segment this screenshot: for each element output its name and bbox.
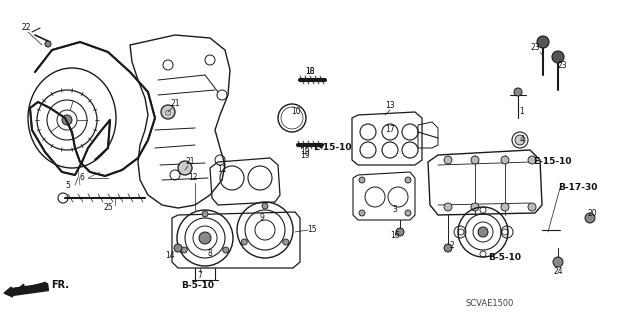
Text: 12: 12 (188, 174, 198, 182)
Text: 10: 10 (291, 108, 301, 116)
Circle shape (161, 105, 175, 119)
Text: 21: 21 (185, 158, 195, 167)
Text: SCVAE1500: SCVAE1500 (466, 299, 514, 308)
Text: 8: 8 (207, 249, 212, 257)
Circle shape (478, 227, 488, 237)
Text: 7: 7 (198, 271, 202, 279)
Text: ⬡: ⬡ (165, 109, 171, 115)
Circle shape (501, 203, 509, 211)
Text: 18: 18 (305, 68, 315, 77)
Circle shape (202, 211, 208, 217)
Circle shape (405, 177, 411, 183)
Circle shape (199, 232, 211, 244)
Text: 16: 16 (390, 232, 400, 241)
Circle shape (552, 51, 564, 63)
Circle shape (262, 203, 268, 209)
Text: E-15-10: E-15-10 (532, 158, 572, 167)
Text: 4: 4 (520, 136, 524, 145)
Text: 23: 23 (557, 61, 567, 70)
Circle shape (283, 239, 289, 245)
Text: 15: 15 (307, 226, 317, 234)
Text: 23: 23 (530, 43, 540, 53)
Circle shape (396, 228, 404, 236)
Circle shape (241, 239, 247, 245)
Text: 2: 2 (450, 241, 454, 249)
Circle shape (359, 210, 365, 216)
Circle shape (359, 177, 365, 183)
Circle shape (553, 257, 563, 267)
Text: B-17-30: B-17-30 (558, 183, 598, 192)
Text: 19: 19 (300, 147, 310, 157)
Circle shape (471, 156, 479, 164)
FancyArrow shape (4, 284, 49, 297)
Circle shape (515, 135, 525, 145)
Circle shape (528, 203, 536, 211)
Text: 18: 18 (305, 68, 315, 77)
Circle shape (514, 88, 522, 96)
Text: 17: 17 (385, 125, 395, 135)
Text: B-5-10: B-5-10 (182, 280, 214, 290)
Circle shape (444, 156, 452, 164)
Text: 14: 14 (165, 250, 175, 259)
Circle shape (223, 247, 228, 253)
Circle shape (174, 244, 182, 252)
Circle shape (45, 41, 51, 47)
Circle shape (501, 156, 509, 164)
Text: 9: 9 (260, 213, 264, 222)
Text: B-5-10: B-5-10 (488, 254, 522, 263)
Text: 11: 11 (217, 166, 227, 174)
Text: 13: 13 (385, 100, 395, 109)
Circle shape (405, 210, 411, 216)
Text: 1: 1 (520, 108, 524, 116)
Text: 5: 5 (65, 181, 70, 189)
Circle shape (528, 156, 536, 164)
Circle shape (444, 244, 452, 252)
Text: 3: 3 (392, 205, 397, 214)
Circle shape (585, 213, 595, 223)
Text: 22: 22 (21, 24, 31, 33)
Text: 25: 25 (103, 204, 113, 212)
Circle shape (444, 203, 452, 211)
Text: FR.: FR. (51, 280, 69, 290)
Text: 24: 24 (553, 268, 563, 277)
Text: 20: 20 (587, 209, 597, 218)
Text: 6: 6 (79, 174, 84, 182)
Circle shape (178, 161, 192, 175)
Circle shape (537, 36, 549, 48)
Circle shape (62, 115, 72, 125)
Text: 21: 21 (170, 99, 180, 108)
Text: E-15-10: E-15-10 (313, 144, 351, 152)
Circle shape (181, 247, 188, 253)
Text: 19: 19 (300, 151, 310, 160)
Circle shape (471, 203, 479, 211)
